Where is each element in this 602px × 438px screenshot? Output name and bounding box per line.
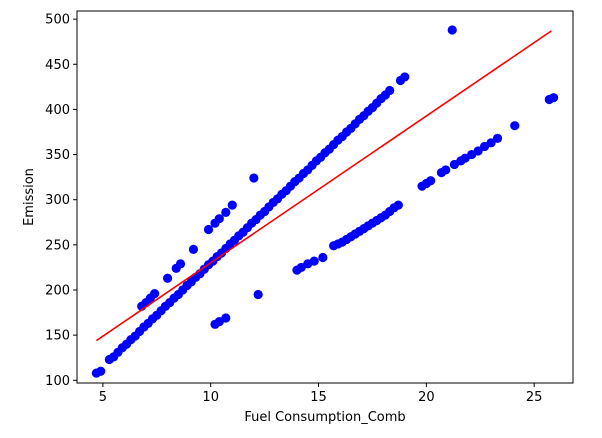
regression-line-layer xyxy=(95,30,552,342)
data-point xyxy=(486,138,496,148)
y-tick-label: 450 xyxy=(45,58,70,73)
x-tick-label: 5 xyxy=(99,390,107,405)
data-point xyxy=(426,176,436,186)
plot-frame xyxy=(76,10,574,384)
data-point xyxy=(309,256,319,266)
data-point xyxy=(393,200,403,210)
y-axis-label: Emission xyxy=(22,168,37,226)
y-tick-label: 250 xyxy=(45,238,70,253)
data-point xyxy=(318,252,328,263)
data-point xyxy=(253,289,263,300)
data-point xyxy=(385,85,395,96)
data-point xyxy=(400,72,410,82)
data-point xyxy=(447,25,457,35)
x-axis-ticks: 5 10 15 20 25 xyxy=(99,383,543,405)
data-point xyxy=(473,146,483,156)
y-tick-label: 500 xyxy=(45,13,70,28)
data-point xyxy=(175,259,186,269)
data-point xyxy=(227,200,237,210)
x-tick-label: 20 xyxy=(418,390,435,405)
data-point xyxy=(162,273,173,283)
y-tick-label: 350 xyxy=(45,148,70,163)
x-tick-label: 10 xyxy=(202,390,219,405)
data-point xyxy=(203,224,214,235)
y-axis-ticks: 100 150 200 250 300 350 400 450 500 xyxy=(45,13,77,389)
data-point xyxy=(548,93,559,103)
data-point xyxy=(510,121,520,131)
data-point xyxy=(221,207,231,217)
regression-line xyxy=(95,30,552,342)
y-tick-label: 150 xyxy=(45,329,70,344)
data-point xyxy=(188,244,199,254)
data-point xyxy=(492,133,503,143)
scatter-points xyxy=(91,25,559,378)
y-tick-label: 300 xyxy=(45,193,70,208)
y-tick-label: 400 xyxy=(45,103,70,118)
y-tick-label: 100 xyxy=(45,374,70,389)
data-point xyxy=(150,289,160,299)
data-point xyxy=(96,366,106,376)
data-point xyxy=(441,165,451,175)
x-tick-label: 15 xyxy=(310,390,327,405)
data-point xyxy=(214,214,224,224)
data-point xyxy=(249,173,259,183)
x-tick-label: 25 xyxy=(526,390,543,405)
data-point xyxy=(221,313,231,323)
x-axis-label: Fuel Consumption_Comb xyxy=(244,410,405,425)
y-tick-label: 200 xyxy=(45,284,70,299)
